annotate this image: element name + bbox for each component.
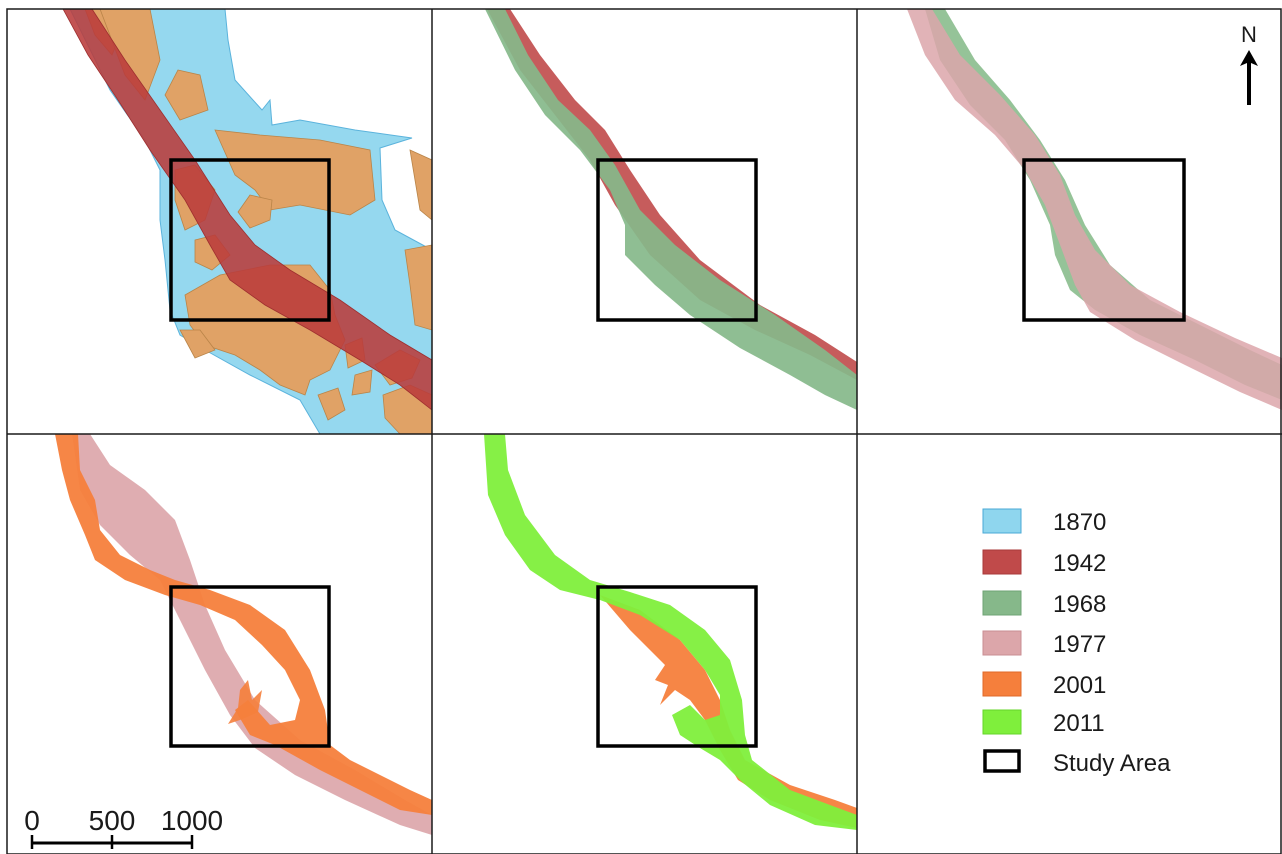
channel-1968 bbox=[485, 9, 857, 410]
channel-1977 bbox=[907, 9, 1282, 410]
scale-bar: 0 500 1000 bbox=[24, 805, 223, 849]
channel-1942 bbox=[487, 9, 857, 380]
legend-swatch-1942 bbox=[982, 549, 1022, 575]
channel-1977 bbox=[72, 434, 432, 835]
scale-label-500: 500 bbox=[89, 805, 136, 836]
legend-swatch-1977 bbox=[982, 630, 1022, 656]
panel-1870-1942 bbox=[62, 9, 432, 434]
panel-2001-2011 bbox=[484, 434, 857, 830]
channel-2001-fingers bbox=[228, 680, 262, 724]
channel-2001 bbox=[55, 434, 432, 815]
legend-label-1942: 1942 bbox=[1053, 550, 1106, 577]
channel-1968 bbox=[925, 9, 1282, 400]
north-arrow: N bbox=[1240, 22, 1258, 105]
legend-swatch-1968 bbox=[982, 590, 1022, 616]
legend-label-2011: 2011 bbox=[1053, 710, 1105, 737]
channel-1942 bbox=[62, 9, 432, 411]
legend-label-study-area: Study Area bbox=[1053, 750, 1171, 777]
scale-label-0: 0 bbox=[24, 805, 40, 836]
scale-label-1000: 1000 bbox=[161, 805, 223, 836]
legend-swatch-2011 bbox=[982, 709, 1022, 735]
panel-frame bbox=[6, 8, 1282, 854]
channel-2011 bbox=[484, 434, 857, 830]
north-arrow-icon bbox=[1240, 50, 1258, 105]
legend: 1870 1942 1968 1977 2001 2011 Study Area bbox=[982, 508, 1171, 777]
study-area-box bbox=[596, 158, 758, 322]
legend-swatch-study-area bbox=[983, 749, 1021, 773]
panel-1942-1968 bbox=[485, 9, 857, 410]
legend-label-1870: 1870 bbox=[1053, 509, 1106, 536]
north-label: N bbox=[1241, 22, 1257, 47]
study-area-box bbox=[169, 585, 331, 748]
channel-2001 bbox=[600, 595, 857, 828]
legend-label-1968: 1968 bbox=[1053, 591, 1106, 618]
study-area-box bbox=[169, 158, 331, 322]
panel-1977-2001 bbox=[55, 434, 432, 835]
legend-swatch-1870 bbox=[982, 508, 1022, 534]
legend-label-2001: 2001 bbox=[1053, 672, 1106, 699]
panel-1968-1977 bbox=[907, 9, 1282, 410]
study-area-box bbox=[1022, 158, 1186, 322]
legend-swatch-2001 bbox=[982, 671, 1022, 697]
legend-label-1977: 1977 bbox=[1053, 631, 1106, 658]
study-area-box bbox=[596, 585, 758, 748]
